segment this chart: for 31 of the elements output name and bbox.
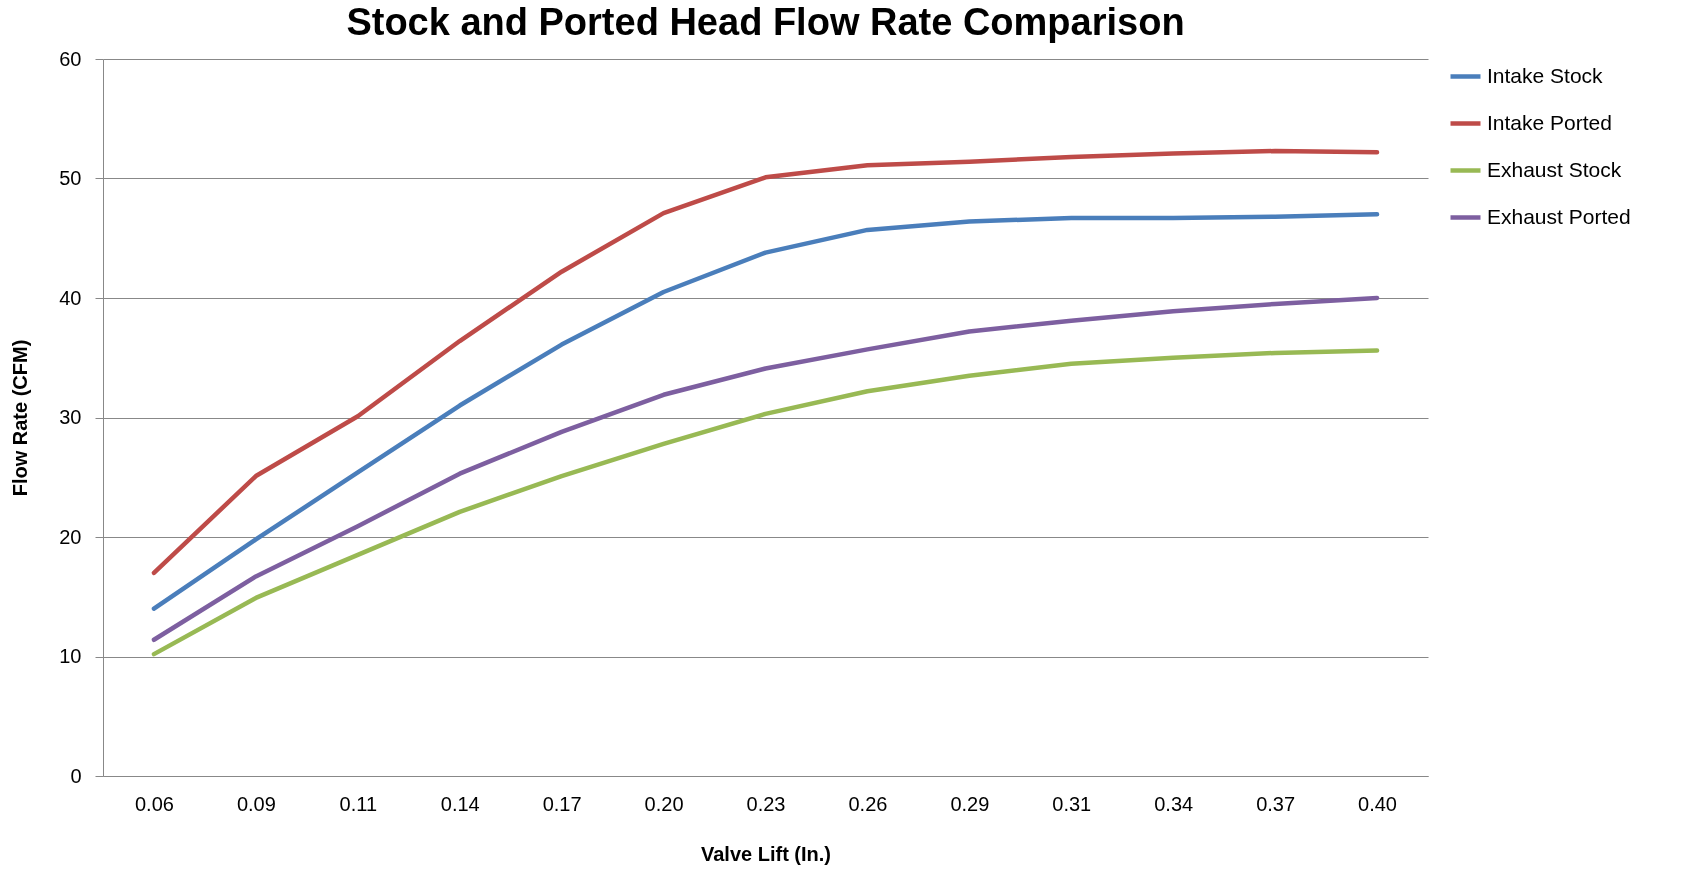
chart-title: Stock and Ported Head Flow Rate Comparison <box>346 1 1185 43</box>
x-tick-label: 0.23 <box>746 792 786 815</box>
legend-label: Exhaust Stock <box>1487 157 1622 181</box>
x-tick-label: 0.31 <box>1052 792 1092 815</box>
y-tick-label: 30 <box>59 406 82 428</box>
y-tick-label: 20 <box>59 525 82 548</box>
y-tick-label: 10 <box>59 645 82 667</box>
y-tick-label: 40 <box>59 286 82 309</box>
x-tick-label: 0.29 <box>950 792 990 815</box>
line-series <box>151 148 1380 576</box>
x-tick-label: 0.20 <box>644 792 684 815</box>
legend-label: Exhaust Ported <box>1487 204 1631 228</box>
x-tick-label: 0.09 <box>236 792 276 815</box>
x-tick-label: 0.06 <box>134 792 174 815</box>
legend-label: Intake Stock <box>1487 63 1604 87</box>
x-tick-label: 0.17 <box>542 792 582 815</box>
line-series <box>151 295 1380 643</box>
x-tick-label: 0.26 <box>848 792 888 815</box>
x-tick-label: 0.11 <box>339 792 378 815</box>
x-tick-label: 0.34 <box>1154 792 1194 815</box>
x-tick-label: 0.37 <box>1256 792 1296 815</box>
x-tick-label: 0.40 <box>1358 792 1398 815</box>
y-tick-label: 0 <box>70 764 82 787</box>
y-axis-title: Flow Rate (CFM) <box>9 339 32 497</box>
line-series <box>151 348 1380 657</box>
y-tick-label: 50 <box>59 167 82 189</box>
x-axis-title: Valve Lift (In.) <box>700 842 832 865</box>
y-tick-label: 60 <box>59 47 82 70</box>
legend-label: Intake Ported <box>1487 110 1612 134</box>
x-tick-label: 0.14 <box>440 792 480 815</box>
line-series <box>151 212 1380 611</box>
